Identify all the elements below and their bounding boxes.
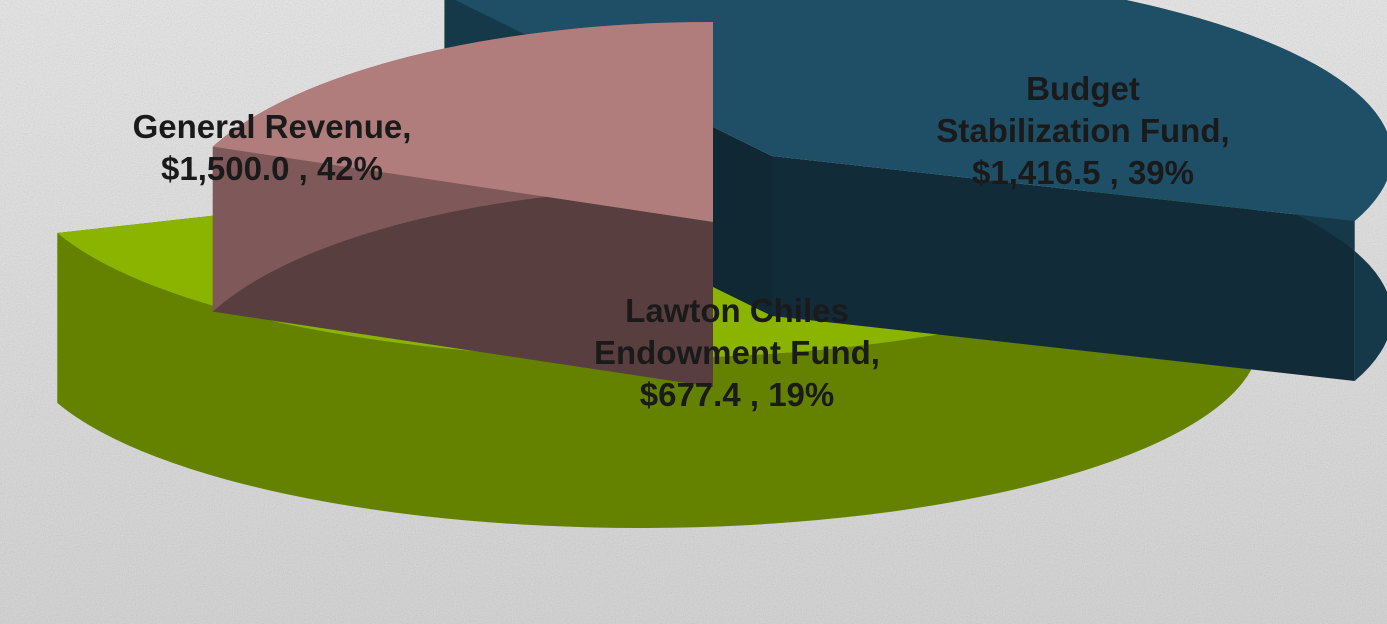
slice-label-budget-stabilization-fund: Budget Stabilization Fund, $1,416.5 , 39% [936, 70, 1229, 191]
slice-label-line: Lawton Chiles [625, 292, 849, 329]
slice-label-line: Endowment Fund, [594, 334, 880, 371]
slice-label-line: General Revenue, [133, 108, 412, 145]
slice-label-line: $677.4 , 19% [640, 376, 835, 413]
slice-label-line: $1,416.5 , 39% [972, 154, 1194, 191]
slice-label-lawton-chiles-endowment-fund: Lawton Chiles Endowment Fund, $677.4 , 19% [594, 292, 880, 413]
slice-label-line: Stabilization Fund, [936, 112, 1229, 149]
labels-layer: General Revenue, $1,500.0 , 42% Budget Stab… [133, 70, 1230, 413]
pie-slice-lawton-chiles-endowment-fund [212, 22, 713, 387]
slice-label-line: $1,500.0 , 42% [161, 150, 383, 187]
slices-layer [57, 0, 1387, 528]
slice-label-general-revenue: General Revenue, $1,500.0 , 42% [133, 108, 412, 187]
slice-label-line: Budget [1026, 70, 1140, 107]
slice-cut-face [772, 156, 1355, 381]
slice-top [212, 22, 713, 222]
